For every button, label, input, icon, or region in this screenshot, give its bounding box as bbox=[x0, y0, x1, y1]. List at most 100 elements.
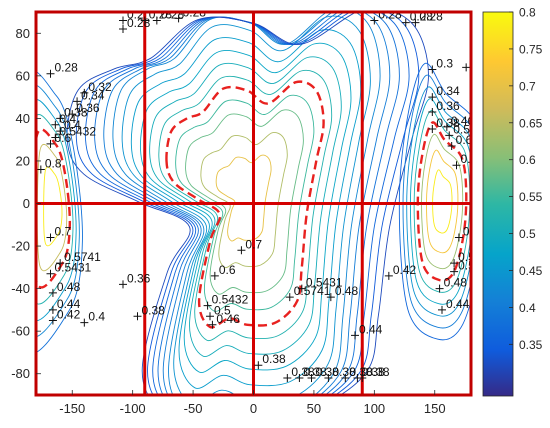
contour-label-marker bbox=[462, 63, 471, 72]
contour-label: 0.6 bbox=[219, 263, 236, 277]
contour-label-marker bbox=[401, 18, 410, 27]
contour-line-center bbox=[66, 12, 429, 395]
colorbar bbox=[482, 11, 514, 397]
contour-label-marker bbox=[80, 88, 89, 97]
contour-line-left bbox=[36, 84, 80, 338]
contour-label-marker bbox=[428, 125, 437, 134]
x-tick-label: 100 bbox=[363, 401, 385, 416]
colorbar-tick-label: 0.75 bbox=[519, 42, 543, 56]
contour-label-marker bbox=[48, 316, 57, 325]
contour-label-marker bbox=[295, 373, 304, 382]
colorbar-tick-label: 0.5 bbox=[519, 227, 536, 241]
contour-label: 0.36 bbox=[127, 271, 151, 285]
colorbar-tick-label: 0.4 bbox=[519, 301, 536, 315]
contour-label-marker bbox=[285, 293, 294, 302]
dashed-contour-left bbox=[36, 128, 72, 289]
contour-label: 0.38 bbox=[366, 365, 390, 379]
colorbar-axis: 0.35 0.4 0.45 0.5 0.55 0.6 0.65 0.7 0.75 0.8 bbox=[509, 6, 543, 352]
contour-label: 0.44 bbox=[446, 297, 470, 311]
contour-labels: 0.280.280.2 0.280.280.28 0.28 0.280.280.3 0.… bbox=[36, 10, 482, 382]
contour-label: 0.38 bbox=[316, 365, 340, 379]
contour-label: 0.38 bbox=[303, 365, 327, 379]
contour-line-center bbox=[130, 29, 362, 389]
contour-label: 0.7 bbox=[463, 225, 480, 239]
red-grid-lines bbox=[36, 12, 471, 395]
y-tick-label: -60 bbox=[11, 324, 30, 339]
contour-label-marker bbox=[206, 312, 214, 321]
contour-line-center bbox=[175, 94, 315, 312]
contour-label-marker bbox=[210, 271, 219, 280]
colorbar-tick-label: 0.35 bbox=[519, 338, 543, 352]
contour-label: 0.36 bbox=[76, 101, 100, 115]
contour-label: 0.5741 bbox=[64, 250, 101, 264]
x-tick-label: -50 bbox=[184, 401, 203, 416]
colorbar-tick-label: 0.6 bbox=[519, 153, 536, 167]
contour-line-center bbox=[103, 12, 391, 395]
contour-label: 0.4 bbox=[64, 118, 81, 132]
contour-label-marker bbox=[133, 312, 142, 321]
contour-label-marker bbox=[358, 373, 367, 382]
contour-line-left bbox=[36, 71, 83, 353]
contour-label-marker bbox=[174, 14, 183, 23]
contour-label: 0.42 bbox=[393, 263, 417, 277]
contour-label-marker bbox=[51, 133, 60, 142]
y-tick-label: -80 bbox=[11, 366, 30, 381]
contour-label: 0.54 bbox=[458, 259, 482, 273]
contour-label-marker bbox=[68, 110, 77, 119]
colorbar-tick-label: 0.55 bbox=[519, 190, 543, 204]
contour-label-marker bbox=[428, 65, 437, 74]
contour-line-right bbox=[406, 86, 471, 317]
y-tick-label: -20 bbox=[11, 239, 30, 254]
contour-label: 0.38 bbox=[361, 365, 385, 379]
contour-line-center bbox=[149, 56, 342, 358]
contour-label-marker bbox=[384, 271, 393, 280]
contour-label-marker bbox=[56, 259, 65, 268]
contour-label: 0.6 bbox=[456, 133, 473, 147]
contour-label-marker bbox=[435, 284, 444, 293]
contour-label-marker bbox=[297, 284, 306, 293]
contour-label: 0.5431 bbox=[55, 261, 92, 275]
contour-label-marker bbox=[411, 18, 420, 27]
contour-label-marker bbox=[36, 165, 45, 174]
contour-line-left bbox=[36, 144, 68, 272]
contour-label-marker bbox=[73, 97, 82, 106]
contour-label-marker bbox=[442, 122, 451, 131]
contour-label-marker bbox=[307, 373, 316, 382]
contour-line-right bbox=[432, 169, 453, 234]
contour-label: 0.38 bbox=[332, 365, 356, 379]
contour-label: 0.4 bbox=[59, 112, 76, 126]
contour-line-right bbox=[398, 62, 471, 341]
contour-label: 0.5431 bbox=[306, 276, 343, 290]
contour-label: 0.38 bbox=[142, 303, 166, 317]
contour-label: 0.57 bbox=[458, 250, 482, 264]
dashed-contour-right bbox=[416, 121, 468, 282]
contour-label: 0.4 bbox=[88, 310, 105, 324]
contour-label: 0.34 bbox=[436, 84, 460, 98]
contour-label: 0.28 bbox=[410, 10, 434, 24]
contour-label-marker bbox=[48, 305, 57, 314]
contour-label: 0.38 bbox=[436, 116, 460, 130]
y-tick-label: 80 bbox=[16, 26, 30, 41]
y-tick-label: -40 bbox=[11, 281, 30, 296]
y-tick-label: 40 bbox=[16, 111, 30, 126]
contour-lines bbox=[36, 12, 471, 395]
contour-label-marker bbox=[51, 120, 60, 129]
colorbar-tick-label: 0.45 bbox=[519, 264, 543, 278]
contour-label-marker bbox=[46, 233, 55, 242]
contour-label: 0.38 bbox=[262, 352, 286, 366]
contour-label-marker bbox=[445, 131, 454, 140]
contour-line-center bbox=[84, 12, 410, 395]
contour-line-center bbox=[121, 15, 371, 395]
x-tick-label: 50 bbox=[307, 401, 321, 416]
contour-line-center bbox=[200, 132, 288, 269]
contour-label-marker bbox=[254, 361, 263, 370]
x-tick-label: -100 bbox=[120, 401, 146, 416]
contour-label: 0.38 bbox=[349, 365, 373, 379]
contour-label: 0.8 bbox=[461, 152, 478, 166]
contour-label-marker bbox=[450, 267, 459, 276]
contour-label-marker bbox=[428, 93, 437, 102]
x-tick-label: 0 bbox=[250, 401, 257, 416]
x-tick-label: -150 bbox=[59, 401, 85, 416]
contour-label: 0.38 bbox=[291, 365, 315, 379]
contour-line-right bbox=[402, 74, 471, 329]
